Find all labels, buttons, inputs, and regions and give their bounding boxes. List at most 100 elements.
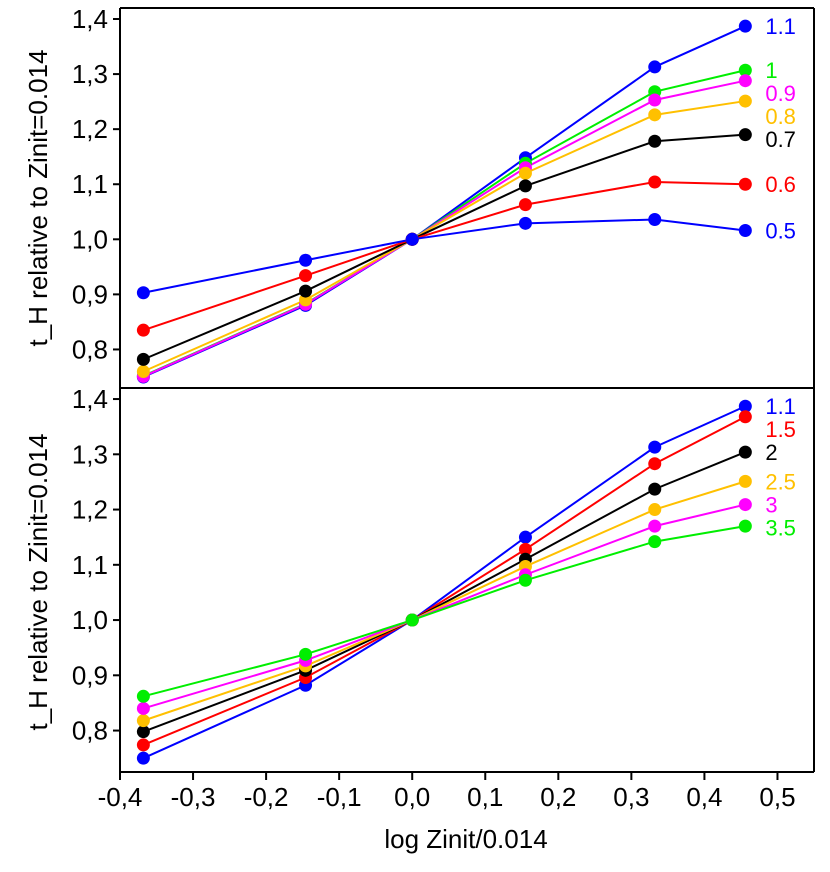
x-axis-label: log Zinit/0.014 bbox=[384, 824, 547, 854]
data-point-3.5 bbox=[136, 689, 150, 703]
y-tick-label: 1,1 bbox=[72, 550, 108, 580]
bottom-panel: 0,8 0,9 1,0 1,1 1,2 1,3 1,4 t_H relative to Zin… bbox=[23, 384, 815, 812]
x-tick-label: -0,3 bbox=[171, 782, 216, 812]
data-point-1.1 bbox=[518, 530, 532, 544]
data-point-1.1 bbox=[738, 399, 752, 413]
data-point-0.7 bbox=[518, 179, 532, 193]
y-tick-label: 1,1 bbox=[72, 169, 108, 199]
series-label-0.7: 0.7 bbox=[765, 127, 796, 152]
data-point-0.6 bbox=[738, 177, 752, 191]
y-tick-label: 0,9 bbox=[72, 279, 108, 309]
data-point-0.8 bbox=[738, 94, 752, 108]
x-tick-label: -0,4 bbox=[98, 782, 143, 812]
series-label-1: 1 bbox=[765, 58, 777, 83]
series-line-0.5 bbox=[143, 218, 746, 294]
data-point-3 bbox=[136, 701, 150, 715]
y-tick-label: 1,2 bbox=[72, 495, 108, 525]
data-point-3.5 bbox=[648, 535, 662, 549]
data-point-1.5 bbox=[518, 542, 532, 556]
series-line-3.5 bbox=[143, 525, 746, 698]
data-point-1 bbox=[738, 63, 752, 77]
data-point-2 bbox=[648, 482, 662, 496]
series-line-2.5 bbox=[143, 480, 746, 722]
data-point-0.6 bbox=[299, 269, 313, 283]
series-line-3 bbox=[143, 503, 746, 710]
y-tick-label: 1,3 bbox=[72, 439, 108, 469]
y-tick-label: 0,9 bbox=[72, 660, 108, 690]
data-point-1.1 bbox=[136, 751, 150, 765]
series-line-2 bbox=[143, 451, 746, 733]
x-tick-label: 0,0 bbox=[394, 782, 430, 812]
series-line-0.7 bbox=[142, 133, 746, 361]
data-point-0.5 bbox=[299, 253, 313, 267]
y-axis-label: t_H relative to Zinit=0.014 bbox=[23, 50, 53, 347]
series-line-0.9 bbox=[142, 79, 746, 378]
x-tick-label: 0,5 bbox=[759, 782, 795, 812]
series-label-0.5: 0.5 bbox=[765, 218, 796, 243]
data-point-0.7 bbox=[738, 128, 752, 142]
data-point-0.9 bbox=[738, 74, 752, 88]
y-tick-label: 1,3 bbox=[72, 59, 108, 89]
data-point-1.5 bbox=[648, 457, 662, 471]
data-point-1.5 bbox=[738, 410, 752, 424]
y-tick-label: 1,0 bbox=[72, 224, 108, 254]
x-tick-label: 0,2 bbox=[540, 782, 576, 812]
series-line-1.1 bbox=[142, 405, 746, 760]
data-point-0.6 bbox=[648, 175, 662, 189]
data-point-1.1 bbox=[738, 19, 752, 33]
y-tick-label: 1,0 bbox=[72, 605, 108, 635]
series-label-2: 2 bbox=[765, 440, 777, 465]
data-point-0.9 bbox=[648, 93, 662, 107]
data-point-0.5 bbox=[518, 216, 532, 230]
series-line-0.6 bbox=[143, 181, 746, 332]
data-point-2.5 bbox=[738, 474, 752, 488]
data-point-3 bbox=[738, 498, 752, 512]
data-point-0.8 bbox=[136, 364, 150, 378]
data-point-3.5 bbox=[518, 573, 532, 587]
y-tick-label: 0,8 bbox=[72, 334, 108, 364]
x-tick-label: 0,1 bbox=[467, 782, 503, 812]
series-line-0.8 bbox=[142, 100, 746, 373]
data-point-0.7 bbox=[648, 134, 662, 148]
x-tick-label: 0,3 bbox=[613, 782, 649, 812]
data-point-3.5 bbox=[299, 647, 313, 661]
y-tick-label: 1,4 bbox=[72, 384, 108, 414]
data-point-0.7 bbox=[136, 352, 150, 366]
data-point-0.8 bbox=[648, 108, 662, 122]
top-panel: 0,8 0,9 1,0 1,1 1,2 1,3 1,4 t_H relative to Zin… bbox=[23, 4, 815, 388]
series-line-1.5 bbox=[142, 415, 746, 746]
series-label-2.5: 2.5 bbox=[765, 469, 796, 494]
series-label-1.1: 1.1 bbox=[765, 394, 796, 419]
data-point-0.5 bbox=[738, 223, 752, 237]
data-point-3.5 bbox=[738, 519, 752, 533]
x-tick-label: 0,4 bbox=[686, 782, 722, 812]
series-label-0.6: 0.6 bbox=[765, 172, 796, 197]
data-point-0.5 bbox=[405, 232, 419, 246]
series-line-1.1 bbox=[142, 25, 746, 378]
data-point-2.5 bbox=[136, 714, 150, 728]
series-label-3: 3 bbox=[765, 493, 777, 518]
data-point-0.6 bbox=[136, 323, 150, 337]
data-point-2.5 bbox=[648, 503, 662, 517]
series-label-0.8: 0.8 bbox=[765, 104, 796, 129]
y-axis-label: t_H relative to Zinit=0.014 bbox=[23, 434, 53, 731]
data-point-0.5 bbox=[648, 212, 662, 226]
series-label-3.5: 3.5 bbox=[765, 516, 796, 541]
x-tick-label: -0,1 bbox=[317, 782, 362, 812]
data-point-0.6 bbox=[518, 198, 532, 212]
y-tick-label: 1,4 bbox=[72, 4, 108, 34]
series-label-0.9: 0.9 bbox=[765, 81, 796, 106]
data-point-3.5 bbox=[405, 613, 419, 627]
y-tick-label: 1,2 bbox=[72, 114, 108, 144]
series-label-1.1: 1.1 bbox=[765, 14, 796, 39]
data-point-1.1 bbox=[648, 440, 662, 454]
data-point-3 bbox=[648, 519, 662, 533]
x-tick-label: -0,2 bbox=[244, 782, 289, 812]
data-point-1.5 bbox=[136, 738, 150, 752]
data-point-2 bbox=[136, 725, 150, 739]
data-point-0.7 bbox=[299, 284, 313, 298]
series-label-1.5: 1.5 bbox=[765, 417, 796, 442]
data-point-0.8 bbox=[518, 166, 532, 180]
data-point-0.5 bbox=[136, 286, 150, 300]
